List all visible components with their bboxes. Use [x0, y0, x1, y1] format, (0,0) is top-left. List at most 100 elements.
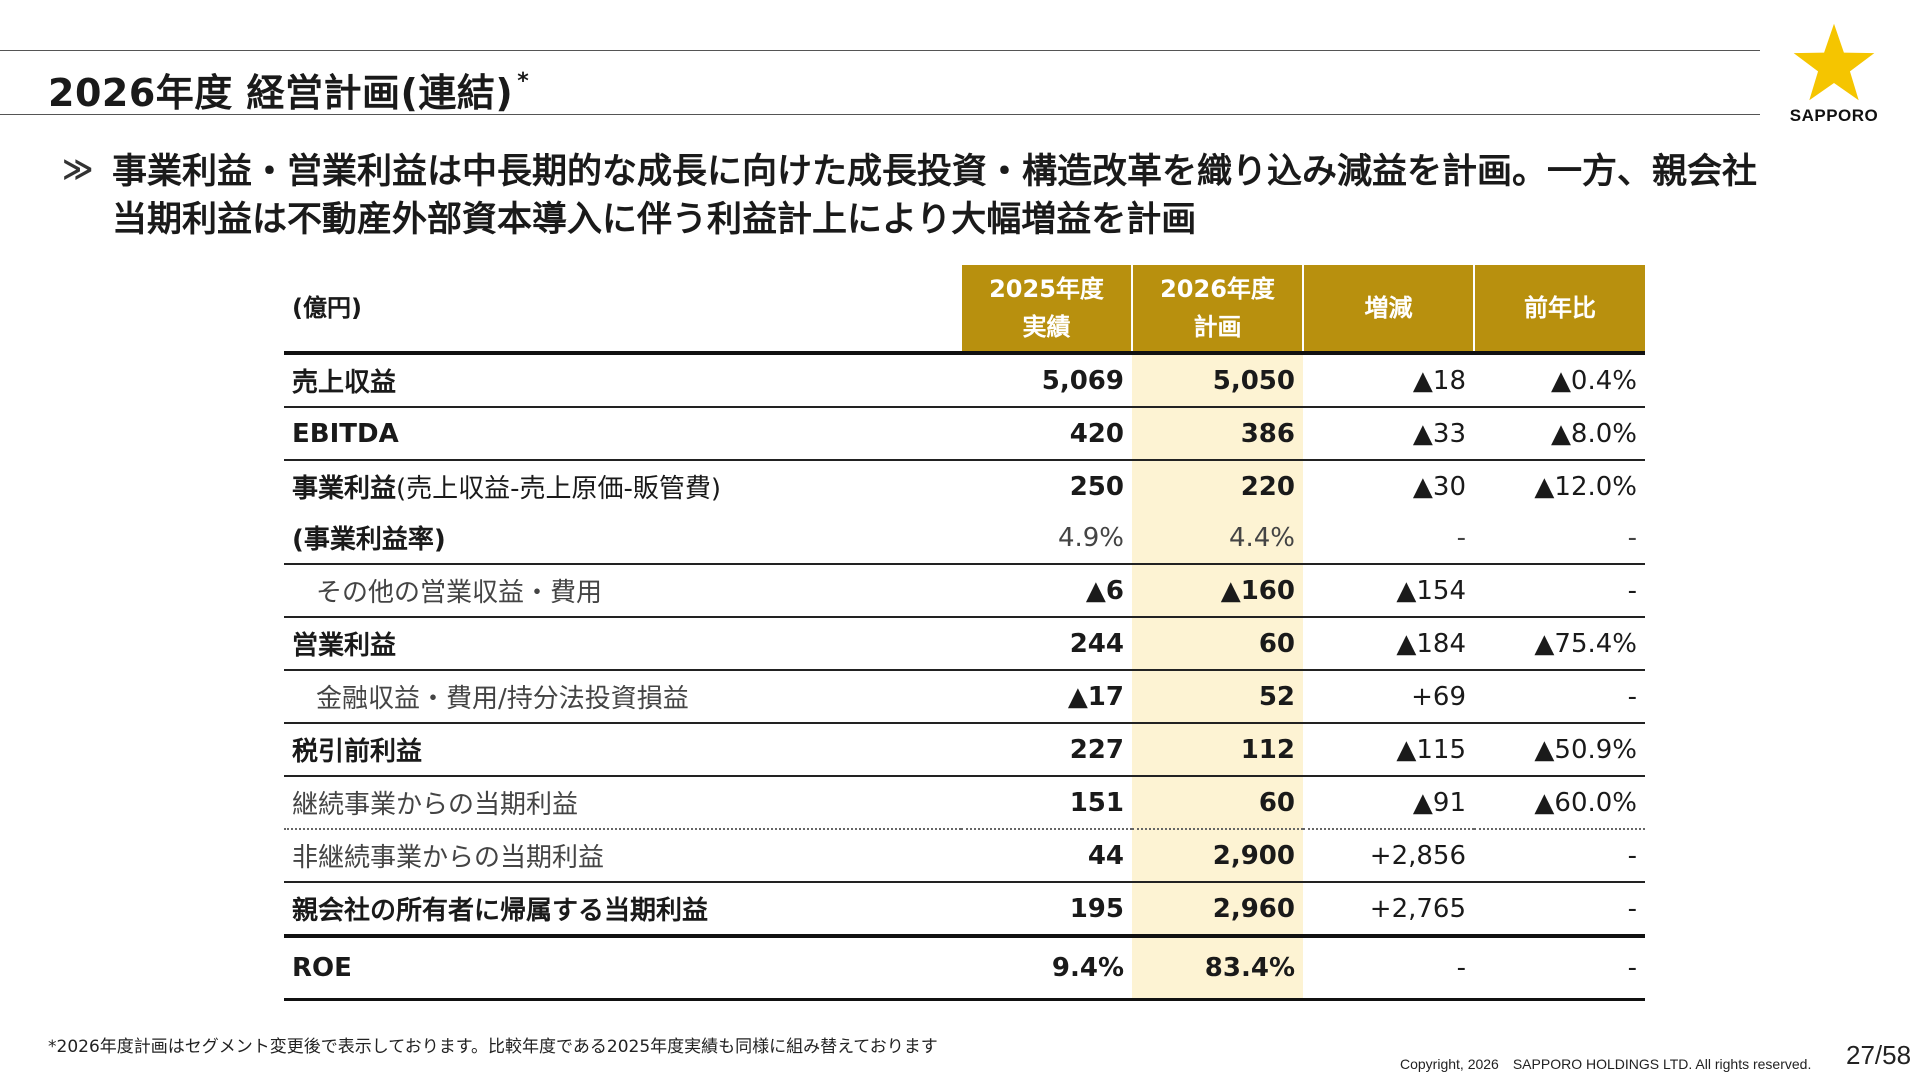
- page-number: 27/58: [1846, 1040, 1912, 1070]
- page-title: 2026年度 経営計画(連結) *: [48, 62, 529, 117]
- sapporo-logo: SAPPORO: [1784, 22, 1884, 132]
- cell-ratio: -: [1474, 669, 1645, 723]
- cell-2026: 60: [1132, 775, 1303, 829]
- col-header-ratio: 前年比: [1473, 265, 1645, 353]
- cell-2025: 250: [961, 459, 1132, 512]
- cell-ratio: -: [1627, 522, 1637, 553]
- cell-2026: 2,900: [1132, 828, 1303, 882]
- table-row: (事業利益率) 4.9% 4.4% - -: [284, 512, 1645, 564]
- table-row: ROE 9.4% 83.4% - -: [284, 934, 1645, 1001]
- cell-2026: 220: [1132, 459, 1303, 512]
- cell-2026: 60: [1132, 616, 1303, 670]
- cell-ratio: ▲50.9%: [1474, 722, 1645, 776]
- table-row: 非継続事業からの当期利益 44 2,900 +2,856 -: [284, 828, 1645, 882]
- cell-change: ▲18: [1303, 351, 1474, 407]
- footnote: *2026年度計画はセグメント変更後で表示しております。比較年度である2025年…: [48, 1037, 938, 1057]
- cell-change: ▲154: [1303, 563, 1474, 617]
- star-icon: [1793, 23, 1875, 101]
- cell-2025: 244: [961, 616, 1132, 670]
- headline-bullet-icon: ≫: [62, 152, 94, 187]
- table-row: 税引前利益 227 112 ▲115 ▲50.9%: [284, 722, 1645, 776]
- table-row: 営業利益 244 60 ▲184 ▲75.4%: [284, 616, 1645, 670]
- financial-plan-table: (億円) 2025年度 実績 2026年度 計画 増減 前年比 売上収益 5,069…: [284, 265, 1645, 1001]
- cell-change: +69: [1303, 669, 1474, 723]
- cell-2025: 4.9%: [1057, 522, 1124, 553]
- table-row: 継続事業からの当期利益 151 60 ▲91 ▲60.0%: [284, 775, 1645, 829]
- cell-change: +2,765: [1303, 881, 1474, 936]
- table-row: 親会社の所有者に帰属する当期利益 195 2,960 +2,765 -: [284, 881, 1645, 936]
- col-header-2026-line2: 計画: [1193, 313, 1242, 341]
- cell-ratio: -: [1474, 934, 1645, 1001]
- row-label: 金融収益・費用/持分法投資損益: [284, 669, 961, 723]
- cell-ratio: ▲0.4%: [1474, 351, 1645, 407]
- cell-ratio: -: [1474, 563, 1645, 617]
- headline-line-2: 当期利益は不動産外部資本導入に伴う利益計上により大幅増益を計画: [112, 200, 1197, 240]
- logo-text: SAPPORO: [1789, 106, 1879, 125]
- cell-2025: ▲6: [961, 563, 1132, 617]
- cell-2025: 195: [961, 881, 1132, 936]
- headline-line-1: 事業利益・営業利益は中長期的な成長に向けた成長投資・構造改革を織り込み減益を計画…: [112, 152, 1758, 192]
- cell-2025: 151: [961, 775, 1132, 829]
- col-header-2026: 2026年度 計画: [1131, 265, 1303, 353]
- cell-change: -: [1456, 522, 1466, 553]
- row-label: 営業利益: [284, 616, 961, 670]
- cell-2025: 420: [961, 406, 1132, 460]
- row-label: 売上収益: [284, 351, 961, 407]
- cell-ratio: ▲75.4%: [1474, 616, 1645, 670]
- cell-change: ▲184: [1303, 616, 1474, 670]
- title-footnote-mark: *: [517, 69, 530, 95]
- cell-2026: 112: [1132, 722, 1303, 776]
- table-row: 金融収益・費用/持分法投資損益 ▲17 52 +69 -: [284, 669, 1645, 723]
- table-row: 事業利益(売上収益-売上原価-販管費) 250 220 ▲30 ▲12.0%: [284, 459, 1645, 512]
- col-header-2025-line1: 2025年度: [989, 275, 1104, 303]
- row-label: ROE: [284, 934, 961, 1001]
- row-label: 非継続事業からの当期利益: [284, 828, 961, 882]
- cell-2025: 9.4%: [961, 934, 1132, 1001]
- cell-change: ▲33: [1303, 406, 1474, 460]
- col-header-2026-line1: 2026年度: [1160, 275, 1275, 303]
- cell-2025: ▲17: [961, 669, 1132, 723]
- cell-2026: 386: [1132, 406, 1303, 460]
- headline: 事業利益・営業利益は中長期的な成長に向けた成長投資・構造改革を織り込み減益を計画…: [112, 148, 1832, 244]
- unit-label: (億円): [284, 265, 961, 353]
- title-rule-top: [0, 50, 1760, 51]
- col-header-2025: 2025年度 実績: [960, 265, 1132, 353]
- row-label: 継続事業からの当期利益: [284, 775, 961, 829]
- row-label-main: 事業利益: [292, 474, 397, 504]
- table-row: その他の営業収益・費用 ▲6 ▲160 ▲154 -: [284, 563, 1645, 617]
- cell-change: ▲30: [1303, 459, 1474, 512]
- row-label: 事業利益(売上収益-売上原価-販管費): [284, 459, 961, 512]
- cell-2026: 2,960: [1132, 881, 1303, 936]
- cell-2025: 5,069: [961, 351, 1132, 407]
- title-rule-bottom: [0, 114, 1760, 115]
- row-label: その他の営業収益・費用: [284, 563, 961, 617]
- table-row: EBITDA 420 386 ▲33 ▲8.0%: [284, 406, 1645, 460]
- col-header-2025-line2: 実績: [1022, 313, 1071, 341]
- cell-ratio: ▲8.0%: [1474, 406, 1645, 460]
- cell-ratio: ▲12.0%: [1474, 459, 1645, 512]
- cell-2026: 52: [1132, 669, 1303, 723]
- row-label-sub: (売上収益-売上原価-販管費): [396, 474, 722, 504]
- col-header-change: 増減: [1302, 265, 1474, 353]
- cell-ratio: -: [1474, 828, 1645, 882]
- cell-2026: ▲160: [1132, 563, 1303, 617]
- table-header-row: (億円) 2025年度 実績 2026年度 計画 増減 前年比: [284, 265, 1645, 353]
- cell-2025: 227: [961, 722, 1132, 776]
- table-row: 売上収益 5,069 5,050 ▲18 ▲0.4%: [284, 351, 1645, 407]
- cell-change: ▲115: [1303, 722, 1474, 776]
- cell-ratio: ▲60.0%: [1474, 775, 1645, 829]
- row-label: 税引前利益: [284, 722, 961, 776]
- row-label: (事業利益率): [292, 525, 446, 555]
- row-label: EBITDA: [284, 406, 961, 460]
- cell-ratio: -: [1474, 881, 1645, 936]
- cell-2025: 44: [961, 828, 1132, 882]
- row-label: 親会社の所有者に帰属する当期利益: [284, 881, 961, 936]
- cell-2026: 4.4%: [1132, 512, 1303, 564]
- cell-change: ▲91: [1303, 775, 1474, 829]
- copyright: Copyright, 2026 SAPPORO HOLDINGS LTD. Al…: [1400, 1056, 1812, 1072]
- cell-change: +2,856: [1303, 828, 1474, 882]
- cell-change: -: [1303, 934, 1474, 1001]
- cell-2026: 5,050: [1132, 351, 1303, 407]
- cell-2026: 83.4%: [1132, 934, 1303, 1001]
- page-title-text: 2026年度 経営計画(連結): [48, 71, 514, 115]
